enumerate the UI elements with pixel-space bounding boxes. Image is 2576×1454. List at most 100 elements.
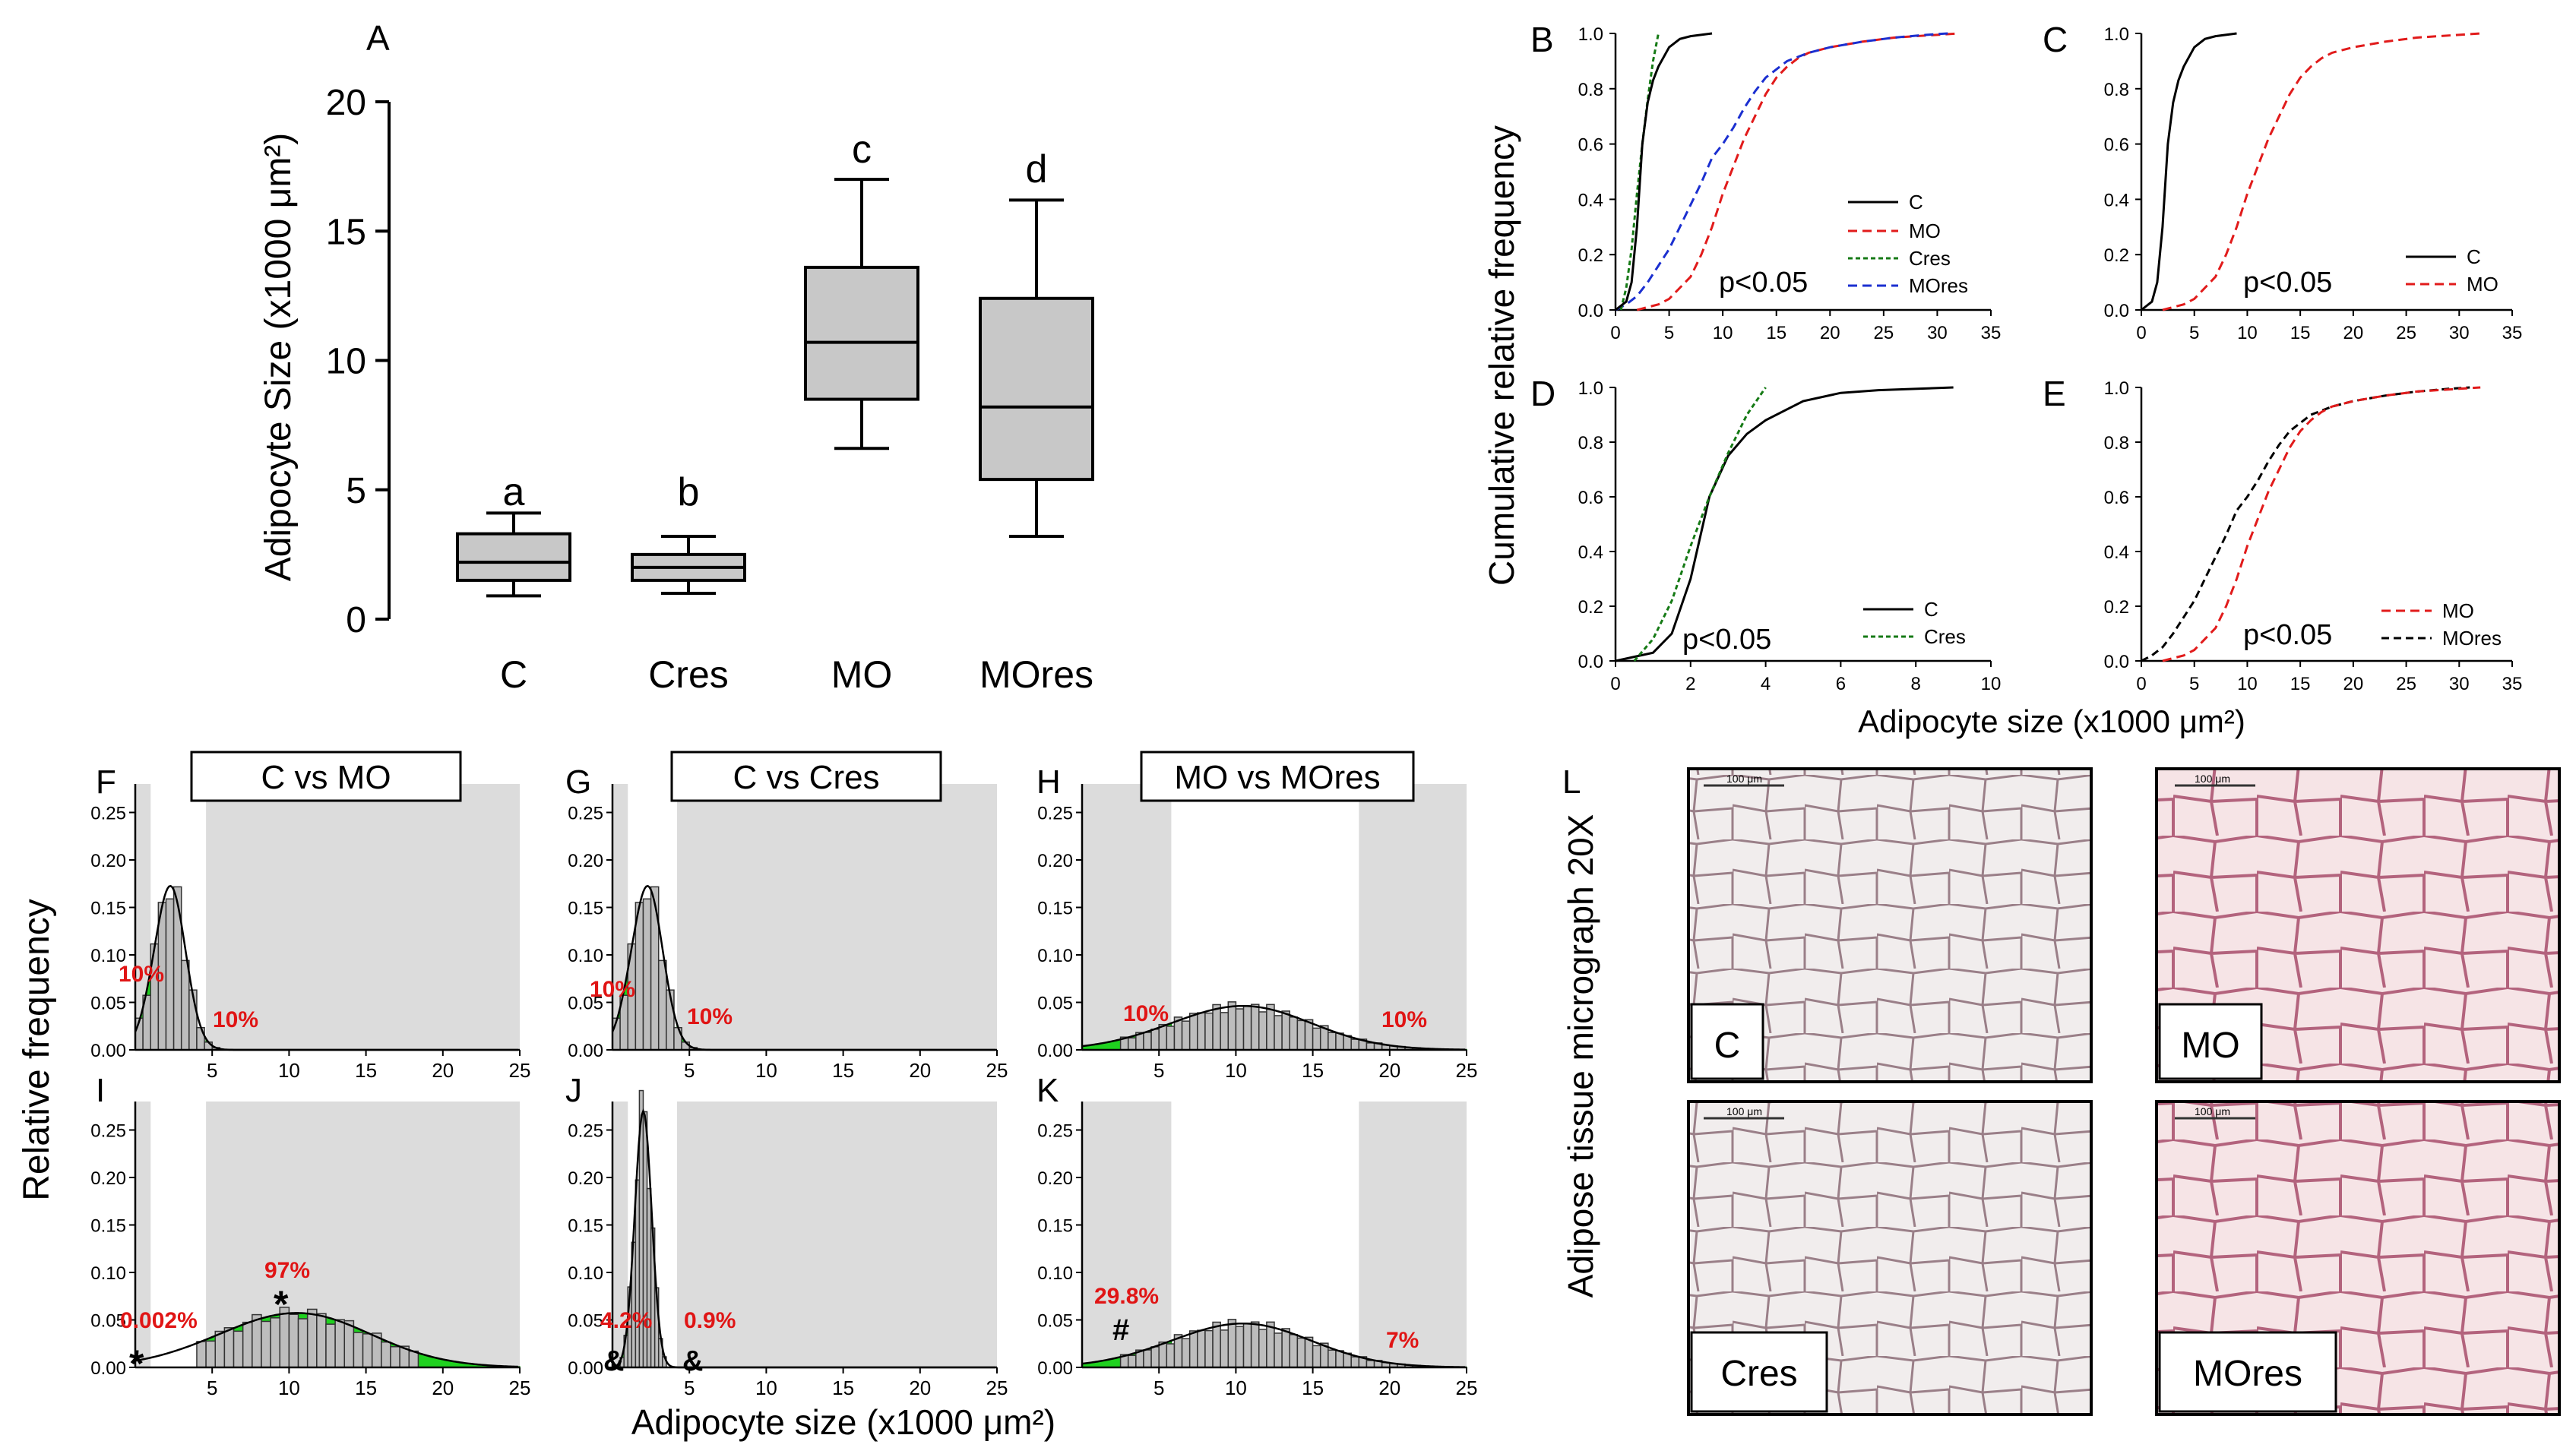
panel-letter-i: I [96, 1072, 105, 1109]
hist-xtick-label: 5 [1154, 1059, 1164, 1082]
cdf-xtick-label: 0 [2136, 323, 2146, 343]
panel-e-cdf: 0.0 0.2 0.4 0.6 0.8 1.0 0 5 10 15 20 25 30 35 [2104, 378, 2523, 694]
histogram-bar [180, 959, 190, 1051]
cdf-line-c [2141, 32, 2237, 311]
histogram-bar [205, 1340, 216, 1368]
histogram-bar [1274, 1332, 1283, 1368]
histogram-bar [252, 1313, 262, 1368]
legend-b-mores: MOres [1909, 274, 1968, 297]
histogram-bar [408, 1350, 419, 1368]
shaded-region [135, 1102, 151, 1367]
legend-b: C MO Cres MOres [1848, 191, 1968, 297]
cdf-ytick-label: 0.6 [2104, 135, 2129, 156]
histogram-bar [233, 1330, 244, 1368]
panel-letter-c2: C [2043, 20, 2068, 59]
hist-xtick-label: 10 [755, 1377, 777, 1399]
hist-xtick-label: 20 [432, 1059, 454, 1082]
histogram-bar [657, 959, 667, 1051]
legend-d-c: C [1924, 598, 1938, 621]
cdf-xtick-label: 4 [1761, 674, 1771, 694]
histogram-bar [196, 1341, 207, 1368]
cdf-ytick-label: 0.8 [2104, 433, 2129, 454]
histogram-bar [288, 1313, 299, 1368]
pvalue-c: p<0.05 [2243, 267, 2332, 299]
category-label-mores: MOres [979, 653, 1093, 696]
panel-a-ytick-label: 15 [326, 212, 366, 252]
sig-letter-b: b [678, 470, 700, 514]
histogram-bar [306, 1308, 318, 1368]
cdf-xtick-label: 15 [2290, 323, 2311, 343]
panel-j-histogram: 0.00 0.05 0.10 0.15 0.20 0.25 5 10 15 20 25 [568, 1089, 1008, 1399]
cdf-line-mores [1615, 32, 1948, 311]
histogram-bar [1227, 1319, 1237, 1368]
panel-a-ytick-label: 5 [346, 471, 366, 511]
cdf-ytick-label: 0.2 [2104, 245, 2129, 266]
histogram-bar [1296, 1337, 1306, 1368]
pct-g-right: 10% [687, 1004, 733, 1029]
histogram-bar [242, 1321, 253, 1368]
panel-i-histogram: 0.00 0.05 0.10 0.15 0.20 0.25 5 10 15 20 25 [90, 1102, 530, 1399]
histogram-bar [1235, 1326, 1245, 1368]
micrograph-axis-label: Adipose tissue micrograph 20X [1561, 814, 1600, 1298]
cdf-panels: Cumulative relative frequency Adipocyte … [1482, 20, 2522, 739]
panel-letter-a: A [366, 18, 390, 58]
cdf-xtick-label: 25 [2396, 323, 2416, 343]
hist-title-f: C vs MO [190, 751, 462, 802]
hist-xtick-label: 20 [1378, 1377, 1400, 1399]
panel-g-histogram: 0.00 0.05 0.10 0.15 0.20 0.25 5 10 15 20 25 [568, 784, 1008, 1082]
pct-f-left: 10% [119, 962, 164, 987]
histogram-bar [1181, 1338, 1191, 1368]
cdf-xtick-label: 5 [1664, 323, 1674, 343]
cdf-xtick-label: 35 [2502, 323, 2523, 343]
hist-title-g-text: C vs Cres [733, 759, 879, 796]
hist-ytick-label: 0.20 [568, 1168, 603, 1189]
legend-b-mo: MO [1909, 220, 1941, 242]
histogram-bar [353, 1332, 364, 1368]
hist-xtick-label: 10 [1225, 1377, 1247, 1399]
sig-letter-d: d [1026, 147, 1048, 191]
hist-ytick-label: 0.25 [568, 1121, 603, 1142]
marker-j-left: & [603, 1345, 624, 1377]
histogram-bar [1289, 1334, 1299, 1368]
hist-ytick-label: 0.20 [90, 1168, 126, 1189]
sig-letter-a: a [503, 470, 525, 514]
cdf-ytick-label: 0.4 [1578, 190, 1603, 210]
panel-a-boxes [456, 178, 1094, 598]
hist-ytick-label: 0.05 [568, 1311, 603, 1332]
hist-ytick-label: 0.00 [568, 1358, 603, 1379]
hist-xtick-label: 25 [986, 1059, 1008, 1082]
hist-ytick-label: 0.20 [90, 851, 126, 871]
histogram-bar [1227, 1001, 1237, 1051]
hist-ytick-label: 0.15 [90, 1216, 126, 1237]
category-label-mo: MO [831, 653, 893, 696]
hist-ytick-label: 0.15 [568, 1216, 603, 1237]
cdf-xtick-label: 10 [2237, 674, 2258, 694]
shaded-region [206, 784, 520, 1050]
legend-d: C Cres [1863, 598, 1966, 648]
histogram-bar [1312, 1027, 1321, 1051]
legend-d-cres: Cres [1924, 625, 1966, 648]
shaded-region [612, 784, 628, 1050]
panel-a-ytick-label: 0 [346, 600, 366, 640]
cdf-xtick-label: 20 [2343, 323, 2364, 343]
marker-i-left: * [129, 1342, 144, 1385]
pct-k-right: 7% [1386, 1328, 1419, 1353]
hist-xtick-label: 25 [1456, 1377, 1478, 1399]
hist-ytick-label: 0.10 [1037, 946, 1073, 966]
histogram-bar [316, 1313, 327, 1368]
cdf-xtick-label: 35 [1981, 323, 2002, 343]
hist-xtick-label: 5 [207, 1377, 217, 1399]
pvalue-d: p<0.05 [1682, 624, 1771, 656]
panel-a-categories: C Cres MO MOres [500, 653, 1093, 696]
pvalue-b: p<0.05 [1719, 267, 1808, 299]
cdf-ytick-label: 1.0 [1578, 378, 1603, 399]
shaded-region [1359, 784, 1467, 1050]
histogram-bar [325, 1323, 336, 1368]
hist-ytick-label: 0.15 [1037, 899, 1073, 919]
box-c [456, 532, 571, 582]
hist-xtick-label: 15 [355, 1059, 377, 1082]
cdf-xtick-label: 10 [1713, 323, 1733, 343]
hist-xtick-label: 20 [909, 1377, 931, 1399]
hist-ytick-label: 0.10 [90, 946, 126, 966]
histogram-bar [223, 1327, 235, 1368]
